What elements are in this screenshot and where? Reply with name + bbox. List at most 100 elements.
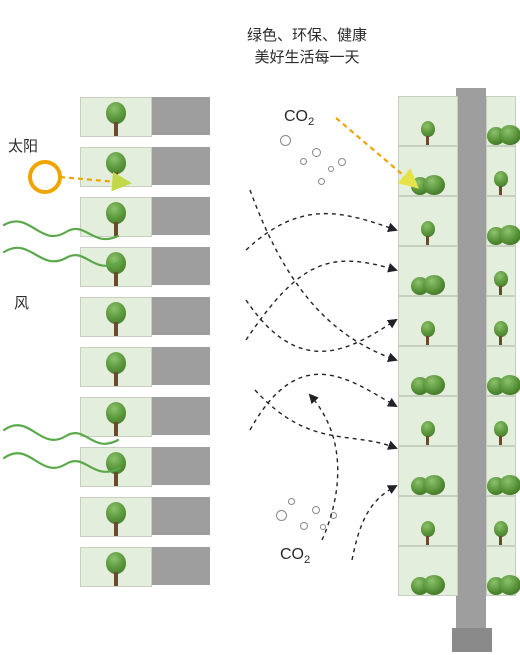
label-co2-bottom: CO2 bbox=[280, 546, 310, 566]
tower-floor bbox=[486, 196, 516, 246]
grey-slab bbox=[152, 97, 210, 135]
tree-icon bbox=[420, 421, 436, 445]
tree-icon bbox=[420, 521, 436, 545]
tree-icon bbox=[493, 321, 509, 345]
title-line-1: 绿色、环保、健康 bbox=[207, 25, 407, 47]
tower-floor bbox=[486, 446, 516, 496]
green-terrace bbox=[80, 197, 152, 237]
green-terrace bbox=[80, 397, 152, 437]
grey-slab bbox=[152, 347, 210, 385]
label-wind: 风 bbox=[14, 292, 29, 313]
bubble bbox=[330, 512, 337, 519]
left-unit bbox=[80, 497, 210, 537]
bush-icon bbox=[487, 475, 515, 495]
bush-icon bbox=[411, 275, 445, 295]
bubble bbox=[312, 148, 321, 157]
label-sun: 太阳 bbox=[8, 135, 38, 156]
bubble bbox=[318, 178, 325, 185]
tower-floor bbox=[486, 396, 516, 446]
tower-floor bbox=[486, 496, 516, 546]
bush-icon bbox=[411, 175, 445, 195]
tower-core-column bbox=[456, 88, 486, 632]
tree-icon bbox=[493, 521, 509, 545]
title-block: 绿色、环保、健康 美好生活每一天 bbox=[207, 25, 407, 69]
flow-arrows bbox=[246, 190, 396, 560]
green-terrace bbox=[80, 147, 152, 187]
tree-icon bbox=[105, 352, 127, 386]
grey-slab bbox=[152, 447, 210, 485]
tree-icon bbox=[105, 102, 127, 136]
bubble bbox=[338, 158, 346, 166]
tree-icon bbox=[105, 302, 127, 336]
left-unit bbox=[80, 147, 210, 187]
grey-slab bbox=[152, 397, 210, 435]
tower-floor bbox=[398, 146, 458, 196]
tower-floor bbox=[398, 246, 458, 296]
green-terrace bbox=[80, 347, 152, 387]
tree-icon bbox=[105, 402, 127, 436]
tower-floor bbox=[398, 196, 458, 246]
bush-icon bbox=[411, 475, 445, 495]
bubble bbox=[312, 506, 320, 514]
tower-floor bbox=[486, 146, 516, 196]
tree-icon bbox=[105, 502, 127, 536]
tree-icon bbox=[105, 202, 127, 236]
bubble bbox=[300, 158, 307, 165]
green-terrace bbox=[80, 247, 152, 287]
tower-floor bbox=[486, 296, 516, 346]
bush-icon bbox=[487, 125, 515, 145]
tree-icon bbox=[493, 171, 509, 195]
bubble bbox=[300, 522, 308, 530]
bubble bbox=[288, 498, 295, 505]
bush-icon bbox=[411, 375, 445, 395]
bush-icon bbox=[487, 225, 515, 245]
tree-icon bbox=[420, 121, 436, 145]
grey-slab bbox=[152, 197, 210, 235]
tower-floor bbox=[398, 96, 458, 146]
bubble bbox=[320, 524, 326, 530]
grey-slab bbox=[152, 497, 210, 535]
left-unit bbox=[80, 447, 210, 487]
tower-floor bbox=[398, 346, 458, 396]
tree-icon bbox=[420, 321, 436, 345]
tower-floor bbox=[398, 496, 458, 546]
left-unit bbox=[80, 547, 210, 587]
tower-floor bbox=[398, 546, 458, 596]
bubble bbox=[328, 166, 334, 172]
bubble bbox=[276, 510, 287, 521]
tower-floor bbox=[486, 546, 516, 596]
tower-floor bbox=[486, 246, 516, 296]
left-unit bbox=[80, 297, 210, 337]
green-terrace bbox=[80, 97, 152, 137]
grey-slab bbox=[152, 147, 210, 185]
grey-slab bbox=[152, 297, 210, 335]
bush-icon bbox=[487, 575, 515, 595]
green-terrace bbox=[80, 547, 152, 587]
sun-icon bbox=[28, 160, 62, 194]
bush-icon bbox=[411, 575, 445, 595]
left-unit bbox=[80, 197, 210, 237]
green-terrace bbox=[80, 497, 152, 537]
tree-icon bbox=[105, 152, 127, 186]
tree-icon bbox=[105, 452, 127, 486]
left-unit bbox=[80, 347, 210, 387]
tree-icon bbox=[493, 421, 509, 445]
tower-floor bbox=[398, 296, 458, 346]
grey-slab bbox=[152, 547, 210, 585]
grey-slab bbox=[152, 247, 210, 285]
bubble bbox=[280, 135, 291, 146]
tree-icon bbox=[105, 252, 127, 286]
tree-icon bbox=[420, 221, 436, 245]
label-co2-top: CO2 bbox=[284, 108, 314, 128]
left-unit bbox=[80, 397, 210, 437]
tower-floor bbox=[398, 446, 458, 496]
green-terrace bbox=[80, 447, 152, 487]
tree-icon bbox=[105, 552, 127, 586]
title-line-2: 美好生活每一天 bbox=[207, 47, 407, 69]
tower-base bbox=[452, 628, 492, 652]
left-unit bbox=[80, 97, 210, 137]
tower-floor bbox=[486, 346, 516, 396]
tower-floor bbox=[486, 96, 516, 146]
tower-floor bbox=[398, 396, 458, 446]
green-terrace bbox=[80, 297, 152, 337]
